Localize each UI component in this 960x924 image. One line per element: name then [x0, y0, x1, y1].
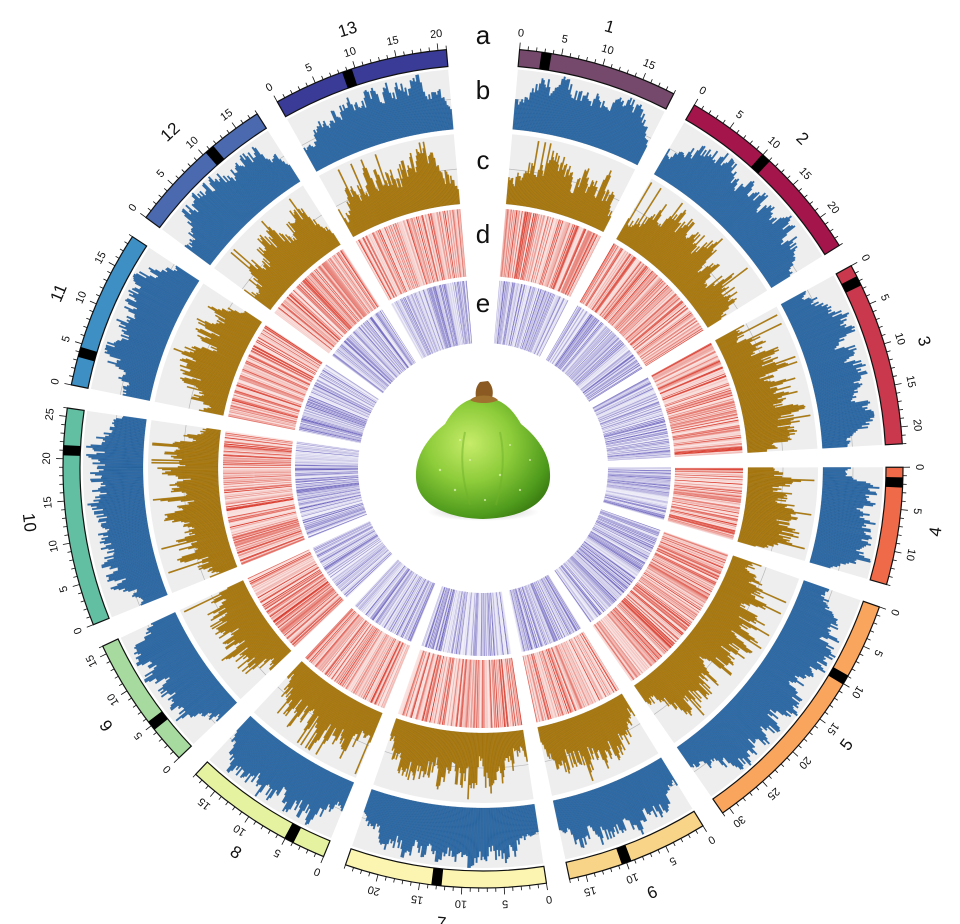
track-c-bar	[157, 467, 219, 469]
track-c-bar	[747, 450, 767, 453]
track-b-bar	[822, 468, 848, 471]
track-c-bar	[737, 540, 756, 547]
track-b-bar	[103, 468, 144, 471]
track-c-bar	[747, 467, 774, 469]
track-b-bar	[809, 560, 831, 569]
track-c-bar	[602, 215, 612, 233]
track-c-bar	[483, 732, 486, 777]
track-c-bar	[707, 317, 722, 328]
track-c-bar	[482, 732, 484, 767]
track-b-bar	[822, 467, 851, 469]
track-d-cell	[482, 659, 484, 728]
track-b-bar	[483, 807, 486, 860]
track-e-cell	[607, 467, 672, 469]
track-b-bar	[636, 144, 648, 166]
track-b-bar	[822, 445, 848, 449]
track-b-bar	[770, 274, 791, 289]
track-b-bar	[96, 467, 144, 470]
histogram-tracks	[86, 74, 880, 868]
track-d-cell	[674, 467, 743, 469]
track-b-bar	[482, 807, 485, 857]
